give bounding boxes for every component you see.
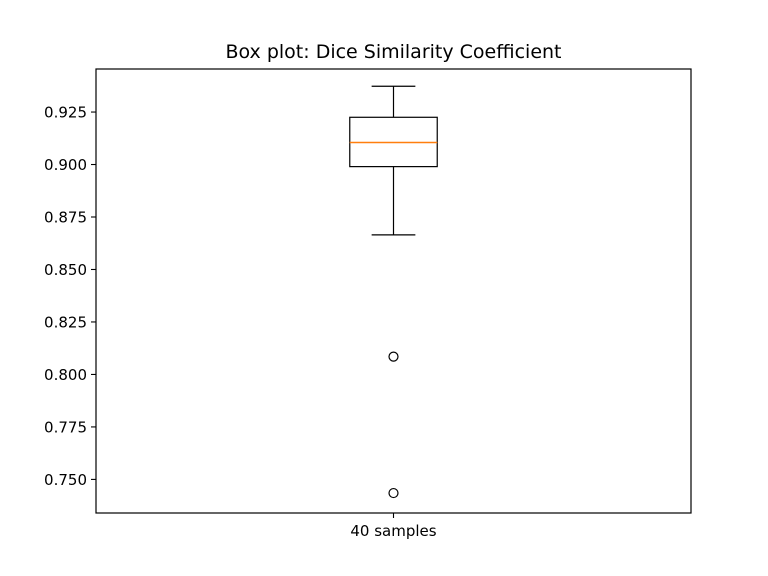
x-axis: 40 samples [350, 513, 437, 540]
outlier-point [388, 351, 399, 362]
y-tick-label: 0.825 [44, 313, 87, 331]
y-tick-label: 0.850 [44, 261, 87, 279]
y-tick-label: 0.875 [44, 209, 87, 227]
y-tick-label: 0.900 [44, 156, 87, 174]
outlier-point [388, 487, 399, 499]
plot-frame [95, 68, 692, 514]
y-tick-label: 0.750 [44, 471, 87, 489]
y-tick-label: 0.925 [44, 104, 87, 122]
y-tick-label: 0.800 [44, 366, 87, 384]
plot-area [95, 68, 692, 514]
chart-title: Box plot: Dice Similarity Coefficient [225, 41, 561, 63]
x-tick-label: 40 samples [350, 522, 436, 540]
y-tick-label: 0.775 [44, 418, 87, 436]
y-axis: 0.750 0.775 0.800 0.825 0.850 0.875 0.900 0.925 [44, 104, 96, 489]
